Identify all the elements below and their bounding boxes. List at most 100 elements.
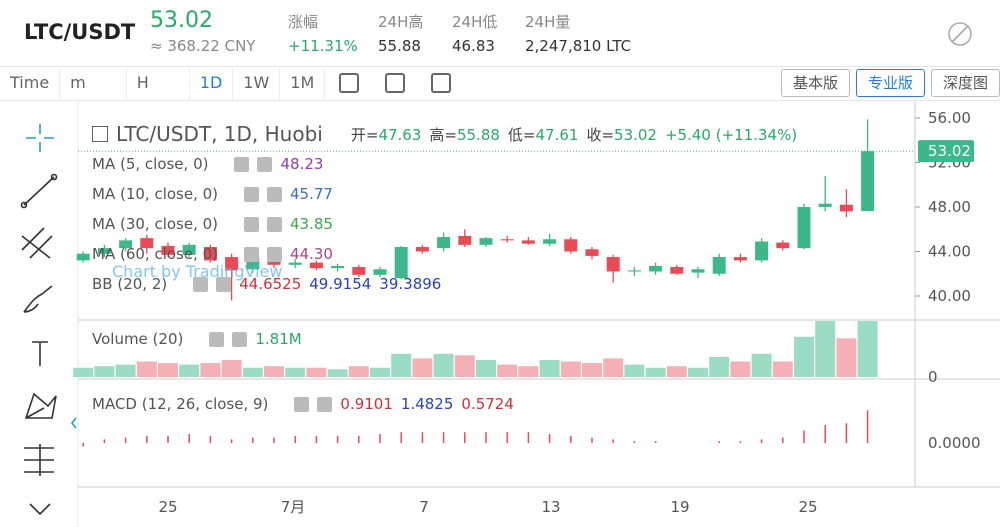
indicator-legend: MA (30, close, 0) 43.85 <box>92 215 341 233</box>
volume-bar <box>73 367 94 377</box>
volume-bar <box>624 364 645 377</box>
settings-icon[interactable] <box>946 20 974 48</box>
indicator-legend: MA (60, close, 0) 44.30 <box>92 245 341 263</box>
candle-body <box>776 242 790 249</box>
interval[interactable]: Time <box>0 66 61 100</box>
candle-body <box>818 203 832 207</box>
price-label-bg <box>918 140 974 163</box>
stat-label: 24H低 <box>452 13 498 31</box>
stat-value: 2,247,810 LTC <box>525 37 632 55</box>
candle-body <box>161 245 175 255</box>
candle-body <box>733 257 747 261</box>
volume-bar <box>645 367 666 377</box>
volume-bar <box>666 366 687 377</box>
volume-bar <box>709 356 730 377</box>
x-tick-label: 25 <box>158 498 177 516</box>
header: LTC/USDT 53.02 ≈ 368.22 CNY <box>0 0 1000 67</box>
volume-bar <box>730 361 751 377</box>
candle-body <box>797 206 811 249</box>
volume-bar <box>688 367 708 377</box>
candle-body <box>331 265 345 269</box>
gear <box>244 216 260 232</box>
macd-value: 0.5724 <box>461 395 514 413</box>
volume-bar <box>497 364 518 377</box>
interval[interactable]: 1W <box>233 66 281 100</box>
volume-bar <box>285 367 306 377</box>
interval[interactable]: 1M <box>280 66 326 100</box>
close <box>232 331 248 347</box>
indicator-value: 45.77 <box>290 185 333 203</box>
volume-bar <box>476 359 496 377</box>
x-tick-label: 7月 <box>281 498 306 516</box>
close <box>317 396 333 412</box>
volume-bar <box>412 358 433 377</box>
ohlc-label: 低= <box>507 125 536 144</box>
drawing-tools[interactable] <box>20 124 77 516</box>
volume-tick: 0 <box>928 368 938 386</box>
close <box>257 156 273 172</box>
volume-bar <box>306 367 327 377</box>
candle-body <box>373 269 387 275</box>
volume-bar <box>264 366 284 377</box>
gear <box>209 331 225 347</box>
view-button[interactable]: 基本版 <box>780 69 850 97</box>
close <box>267 246 283 262</box>
interval[interactable]: 1D <box>190 66 234 100</box>
candle-body <box>861 151 875 212</box>
stat-label: 24H量 <box>525 13 571 31</box>
candle-body <box>246 258 260 270</box>
candle-body <box>500 239 514 241</box>
interval[interactable]: m <box>60 66 127 100</box>
collapse-box <box>92 126 108 142</box>
ohlc-value: 55.88 <box>456 125 500 144</box>
volume-bar <box>327 369 348 377</box>
interval[interactable]: H <box>127 66 190 100</box>
indicator-value: 48.23 <box>280 155 324 173</box>
candle-body <box>437 237 451 249</box>
volume-bar <box>200 363 221 377</box>
candle-body <box>458 235 472 245</box>
indicator-name: MA (10, close, 0) <box>92 185 219 203</box>
candle-body <box>76 253 90 261</box>
candle-body <box>543 239 557 244</box>
gear <box>244 246 260 262</box>
ohlc-label: 高= <box>429 125 457 144</box>
indicator-name: MA (30, close, 0) <box>92 215 219 233</box>
tool-icon <box>339 73 360 93</box>
candle-body <box>415 247 429 252</box>
gear <box>193 276 209 292</box>
x-tick-label: 13 <box>541 498 560 516</box>
view-button[interactable]: 深度图 <box>930 69 1000 97</box>
candle-body <box>479 238 493 245</box>
candle-body <box>627 270 641 272</box>
ohlc-label: 开= <box>350 125 379 144</box>
volume-bar <box>539 359 560 377</box>
candle-body <box>267 259 281 265</box>
macd-legend: MACD (12, 26, close, 9) 0.9101 1.4825 0.572… <box>92 395 522 413</box>
volume-legend: Volume (20) 1.81M <box>92 330 310 348</box>
y-tick-label: 40.00 <box>928 287 971 305</box>
y-tick-label: 44.00 <box>928 242 971 260</box>
gear <box>244 186 260 202</box>
y-tick-label: 48.00 <box>928 198 971 216</box>
pair: LTC/USDT <box>24 20 136 44</box>
indicator-name: MACD (12, 26, close, 9) <box>92 395 269 413</box>
volume-bar <box>857 321 878 377</box>
tools-bg <box>0 100 78 527</box>
candle-body <box>712 257 726 274</box>
candle-body <box>649 265 663 272</box>
candle-body <box>225 257 239 271</box>
volume-bar <box>836 338 857 377</box>
indicator-value: 44.30 <box>290 245 333 263</box>
volume-bar <box>433 353 454 377</box>
indicator-value: 49.9154 <box>309 275 372 293</box>
macd-value: 0.9101 <box>340 395 393 413</box>
watermark: Chart by TradingView <box>112 262 283 281</box>
view-button[interactable]: 专业版 <box>855 69 925 97</box>
candle-body <box>394 247 408 279</box>
indicator-legend: MA (5, close, 0) 48.23 <box>92 155 331 173</box>
y-tick-label: 56.00 <box>928 109 971 127</box>
volume-bar <box>179 364 200 377</box>
ohlc-label: 收= <box>586 125 615 144</box>
candle-body <box>585 249 599 256</box>
